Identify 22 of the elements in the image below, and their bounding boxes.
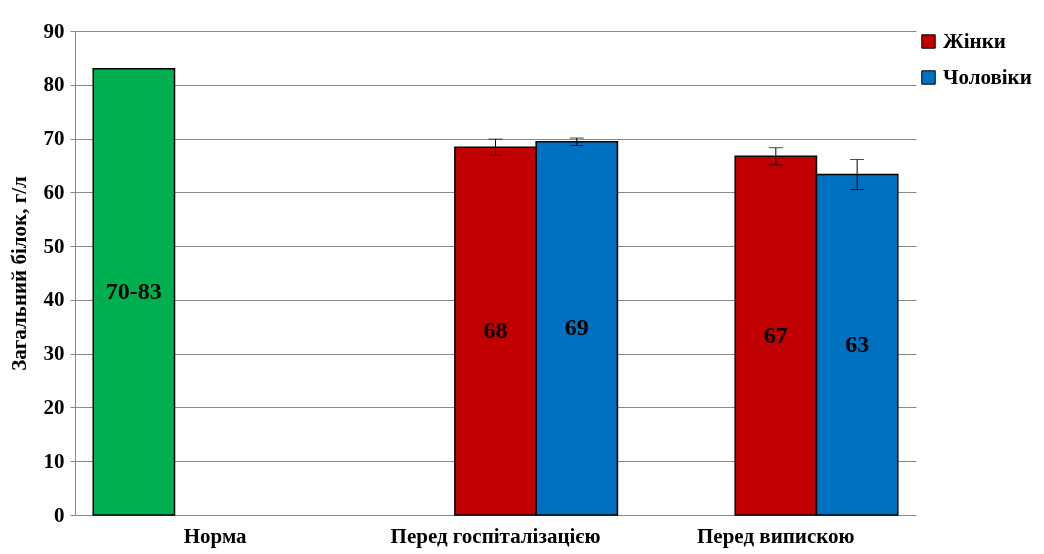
y-tick-label: 10 (43, 448, 65, 473)
y-tick-label: 20 (43, 394, 65, 419)
data-label: 68 (483, 317, 508, 344)
y-tick-label: 30 (43, 341, 65, 366)
data-label: 70-83 (105, 277, 162, 304)
y-axis-title: Загальний білок, г/л (6, 175, 31, 371)
x-tick-label: Перед випискою (697, 523, 855, 548)
data-label: 69 (564, 314, 589, 341)
data-label: 67 (763, 321, 788, 348)
legend-label: Чоловіки (943, 64, 1032, 89)
y-tick-label: 80 (43, 72, 65, 97)
bar (92, 67, 176, 516)
y-tick-label: 60 (43, 179, 65, 204)
y-tick-label: 0 (54, 502, 65, 527)
legend-label: Жінки (943, 28, 1006, 53)
data-label: 63 (845, 330, 870, 357)
x-tick-label: Норма (183, 523, 248, 548)
y-tick-label: 90 (43, 18, 65, 43)
x-tick-label: Перед госпіталізацією (390, 523, 601, 548)
y-tick-label: 50 (43, 233, 65, 258)
y-tick-label: 70 (43, 126, 65, 151)
y-tick-label: 40 (43, 287, 65, 312)
